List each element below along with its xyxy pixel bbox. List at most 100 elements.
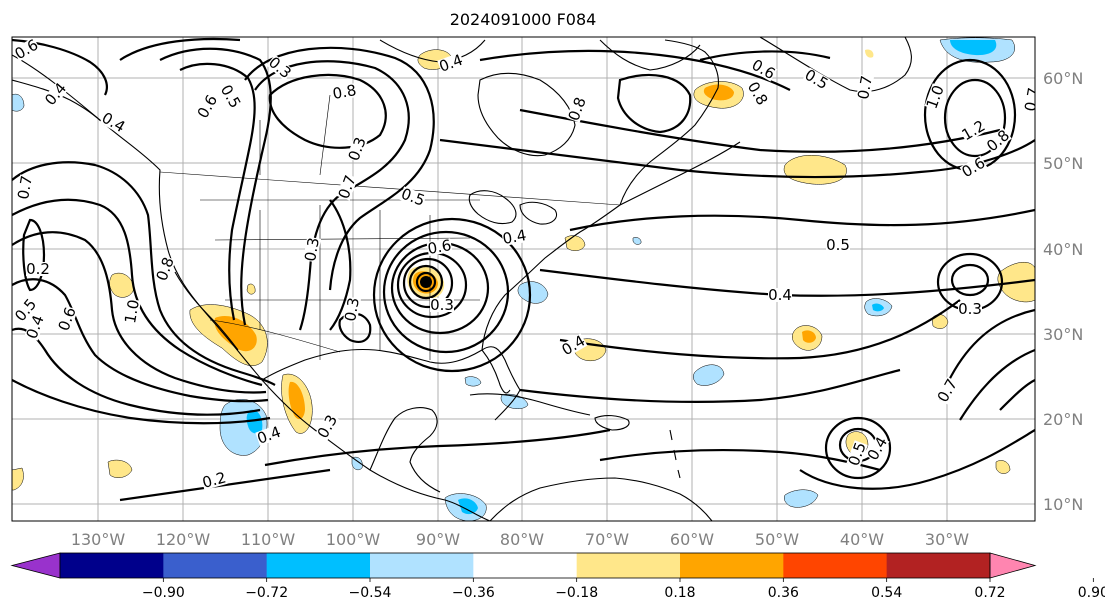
contour-label-bg	[195, 92, 220, 121]
colorbar-tick-label: −0.36	[452, 585, 495, 601]
lat-tick-label: 20°N	[1043, 410, 1083, 429]
contour-label-bg	[802, 67, 831, 92]
graticule	[12, 37, 1035, 521]
colorbar-segment	[370, 553, 474, 578]
colorbar-tick-label: −0.54	[349, 585, 392, 601]
lon-tick-label: 50°W	[755, 530, 799, 549]
colorbar-segment	[266, 553, 371, 578]
contour-label-bg	[12, 37, 41, 62]
colorbar-tick-label: 0.90	[1078, 585, 1105, 601]
contour-label: 0.7	[1021, 86, 1043, 113]
contour-label-bg	[846, 440, 868, 468]
colorbar-segment	[60, 553, 164, 578]
contour-label: 0.5	[826, 236, 850, 254]
colorbar-tick-label: 0.54	[871, 585, 902, 601]
contour-label-bg	[200, 470, 228, 490]
colorbar-tick-label: −0.90	[142, 585, 185, 601]
contour-label-bg	[331, 83, 358, 102]
colorbar-tick-label: 0.36	[768, 585, 799, 601]
contour-label-bg	[430, 298, 454, 312]
contour-label-bg	[959, 155, 988, 180]
colorbar-tick-label: −0.18	[555, 585, 598, 601]
contour-label-bg	[56, 305, 78, 333]
contour-label: 0.8	[331, 81, 358, 103]
contour-label-bg	[315, 412, 340, 441]
latitude-axis: 60°N 50°N 40°N 30°N 20°N 10°N	[1043, 69, 1083, 514]
contour-label-bg	[218, 82, 243, 111]
colorbar-segment	[783, 553, 888, 578]
lon-tick-label: 100°W	[326, 530, 381, 549]
lon-tick-label: 60°W	[670, 530, 714, 549]
colorbar-outline	[59, 552, 991, 579]
contour-label: 0.3	[430, 296, 454, 314]
storm-center-marker	[420, 276, 432, 288]
contour-label: 0.7	[854, 74, 876, 101]
contour-label-bg	[559, 333, 588, 358]
contour-label-bg	[1023, 86, 1035, 113]
contour-label-bg	[154, 255, 176, 283]
contour-label: 0.3	[958, 300, 982, 318]
lon-tick-label: 120°W	[156, 530, 211, 549]
contour-label-bg	[749, 57, 778, 82]
contour-label-bg	[935, 376, 960, 405]
colorbar-segment	[886, 553, 991, 578]
contour-label-bg	[336, 173, 358, 201]
contour-label-bg	[255, 424, 283, 446]
lat-tick-label: 60°N	[1043, 69, 1083, 88]
colorbar-extend-left	[10, 552, 61, 579]
contour-label: 0.2	[26, 260, 50, 278]
contour-label-bg	[26, 262, 50, 276]
contour-label: 1.0	[121, 298, 143, 325]
lon-tick-label: 130°W	[71, 530, 126, 549]
colorbar: −0.90 −0.72 −0.54 −0.36 −0.18 0.18 0.36 0.54 0.7…	[10, 552, 1105, 601]
contour-label: 0.4	[768, 286, 792, 304]
contour-label-bg	[343, 296, 362, 323]
longitude-axis: 130°W 120°W 110°W 100°W 90°W 80°W 70°W 60°W 50°W…	[71, 530, 969, 549]
contour-label-bg	[16, 174, 35, 201]
contour-label: 0.4	[501, 226, 528, 248]
contour-label-bg	[856, 74, 875, 101]
contour-label-bg	[959, 118, 988, 143]
contour-label-bg	[12, 296, 39, 324]
contour-label-bg	[768, 288, 792, 302]
contour-label-bg	[426, 238, 453, 257]
lat-tick-label: 40°N	[1043, 240, 1083, 259]
contour-label-bg	[24, 313, 46, 341]
lon-tick-label: 110°W	[241, 530, 296, 549]
colorbar-segment	[680, 553, 784, 578]
contour-label-bg	[958, 302, 982, 316]
contour-label-bg	[984, 127, 1012, 154]
lon-tick-label: 80°W	[500, 530, 544, 549]
contour-label: 0.3	[301, 236, 323, 263]
contour-label-bg	[826, 238, 850, 252]
contour-label-bg	[123, 298, 142, 325]
lon-tick-label: 30°W	[925, 530, 969, 549]
contour-label-bg	[437, 52, 465, 74]
contour-label-bg	[346, 135, 368, 163]
colorbar-extend-right	[989, 552, 1037, 579]
lat-tick-label: 50°N	[1043, 154, 1083, 173]
lon-tick-label: 70°W	[585, 530, 629, 549]
contour-label-bg	[501, 228, 528, 247]
contour-label: 0.6	[426, 236, 453, 258]
colorbar-segment	[473, 553, 578, 578]
colorbar-tick-label: −0.72	[245, 585, 288, 601]
contour-label-bg	[865, 434, 890, 463]
political-borders	[159, 94, 621, 360]
shaded-anomalies	[12, 37, 1035, 521]
map-title: 2024091000 F084	[450, 10, 597, 29]
lat-tick-label: 10°N	[1043, 495, 1083, 514]
contour-label-bg	[745, 79, 770, 108]
contour-label-bg	[566, 95, 588, 123]
colorbar-segment	[576, 553, 681, 578]
colorbar-tick-label: 0.72	[974, 585, 1005, 601]
lon-tick-label: 40°W	[840, 530, 884, 549]
lon-tick-label: 90°W	[416, 530, 460, 549]
colorbar-segment	[163, 553, 268, 578]
contour-label-bg	[99, 110, 128, 135]
contour-label-bg	[266, 54, 294, 81]
contour-label: 0.3	[341, 296, 363, 323]
map-frame	[11, 36, 1036, 522]
colorbar-tick-label: 0.18	[664, 585, 695, 601]
